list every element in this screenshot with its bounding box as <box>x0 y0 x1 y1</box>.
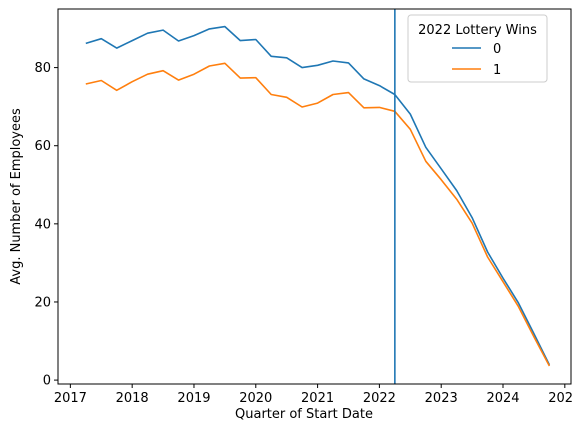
x-tick-label: 2020 <box>239 391 272 406</box>
series-line-1 <box>85 62 551 367</box>
y-tick-label: 80 <box>34 61 51 76</box>
y-axis-ticks: 0 20 40 60 80 <box>34 61 58 389</box>
y-axis-label: Avg. Number of Employees <box>9 108 24 285</box>
legend-title: 2022 Lottery Wins <box>418 23 537 38</box>
plot-frame <box>57 8 572 385</box>
x-tick-label: 2021 <box>301 391 334 406</box>
y-tick-label: 20 <box>34 295 51 310</box>
x-tick-label: 2025 <box>548 391 573 406</box>
x-tick-label: 2019 <box>177 391 210 406</box>
x-tick-label: 2023 <box>425 391 458 406</box>
series-layer <box>85 25 551 367</box>
y-tick-label: 40 <box>34 217 51 232</box>
x-tick-label: 2022 <box>363 391 396 406</box>
legend-label-1: 1 <box>493 63 501 78</box>
x-tick-label: 2018 <box>116 391 149 406</box>
legend-label-0: 0 <box>493 42 501 57</box>
x-axis-label: Quarter of Start Date <box>235 407 373 422</box>
y-tick-label: 60 <box>34 139 51 154</box>
series-line-0 <box>85 25 551 366</box>
legend: 2022 Lottery Wins 0 1 <box>407 14 548 83</box>
x-axis-ticks: 2017 2018 2019 2020 2021 2022 2023 2024 2025 <box>54 384 573 406</box>
y-tick-label: 0 <box>43 374 51 389</box>
x-tick-label: 2017 <box>54 391 87 406</box>
x-tick-label: 2024 <box>486 391 519 406</box>
